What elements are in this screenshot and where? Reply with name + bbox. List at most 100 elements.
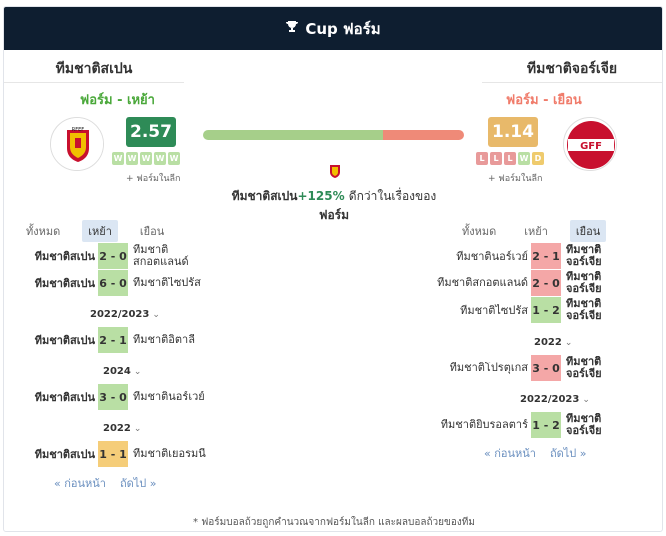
match-away-team: ทีมชาติอิตาลี [133,334,195,346]
cup-form-card: Cup ฟอร์ม ทีมชาติสเปน ฟอร์ม - เหย้า RFEF… [3,6,663,532]
match-score: 2 - 0 [98,243,128,269]
match-away-team: ทีมชาติจอร์เจีย [566,271,602,295]
away-form-label: ฟอร์ม - เยือน [506,93,582,108]
home-pager: « ก่อนหน้า ถัดไป » [54,474,171,492]
away-pager: « ก่อนหน้า ถัดไป » [484,444,601,462]
card-header: Cup ฟอร์ม [4,7,662,50]
match-row[interactable]: ทีมชาติสเปน 6 - 0 ทีมชาติไซปรัส [4,270,208,296]
prev-page-link[interactable]: « ก่อนหน้า [54,477,106,490]
match-home-team: ทีมชาติสเปน [34,334,95,347]
match-score: 2 - 0 [531,270,561,296]
trophy-icon [285,20,299,38]
georgia-crest-icon: GFF [563,117,617,171]
home-league-form-link[interactable]: + ฟอร์มในลีก [126,174,181,184]
chevron-down-icon: ⌄ [582,395,590,405]
home-bar-segment [203,130,384,140]
form-pill: L [476,152,488,165]
chevron-down-icon: ⌄ [152,310,160,320]
match-row[interactable]: ทีมชาติสเปน 3 - 0 ทีมชาตินอร์เวย์ [4,384,208,410]
next-page-link[interactable]: ถัดไป » [119,477,157,490]
home-filter-tabs: ทั้งหมด เหย้า เยือน [20,220,186,242]
match-home-team: ทีมชาติสเปน [34,250,95,263]
match-home-team: ทีมชาติโปรตุเกส [449,362,528,374]
spain-mini-crest-icon [327,163,343,179]
chevron-down-icon: ⌄ [133,424,142,434]
home-form-label: ฟอร์ม - เหย้า [80,93,155,108]
match-row[interactable]: ทีมชาตินอร์เวย์ 2 - 1 ทีมชาติจอร์เจีย [437,243,613,269]
next-page-link[interactable]: ถัดไป » [549,447,587,460]
home-team-name: ทีมชาติสเปน [4,57,184,83]
match-score: 3 - 0 [531,355,561,381]
form-pill: W [126,152,138,165]
match-row[interactable]: ทีมชาติสเปน 1 - 1 ทีมชาติเยอรมนี [4,441,208,467]
away-league-form-link[interactable]: + ฟอร์มในลีก [488,174,543,184]
match-score: 1 - 2 [531,412,561,438]
match-away-team: ทีมชาติจอร์เจีย [566,244,602,268]
svg-text:GFF: GFF [580,141,602,152]
match-home-team: ทีมชาตินอร์เวย์ [456,250,528,263]
home-form-pills: W W W W W [112,152,180,165]
tab-away[interactable]: เยือน [569,220,607,242]
match-score: 6 - 0 [98,270,128,296]
match-away-team: ทีมชาตินอร์เวย์ [133,391,205,403]
match-away-team: ทีมชาติสกอตแลนด์ [133,244,189,268]
tab-home[interactable]: เหย้า [524,225,548,238]
card-title: Cup ฟอร์ม [305,19,381,38]
season-header[interactable]: 2022/2023 ⌄ [90,309,160,320]
tab-away[interactable]: เยือน [139,225,165,238]
match-away-team: ทีมชาติไซปรัส [133,277,201,289]
away-team-name: ทีมชาติจอร์เจีย [482,57,662,83]
home-form-score: 2.57 [126,117,176,147]
match-home-team: ทีมชาติไซปรัส [460,304,528,317]
season-header[interactable]: 2022 ⌄ [103,423,141,434]
match-score: 2 - 1 [98,327,128,353]
match-row[interactable]: ทีมชาติสกอตแลนด์ 2 - 0 ทีมชาติจอร์เจีย [437,270,613,296]
match-row[interactable]: ทีมชาติยิบรอลตาร์ 1 - 2 ทีมชาติจอร์เจีย [437,412,613,438]
away-form-pills: L L L W D [476,152,544,165]
match-score: 3 - 0 [98,384,128,410]
season-header[interactable]: 2022/2023 ⌄ [520,394,590,405]
season-header[interactable]: 2024 ⌄ [103,366,141,377]
match-away-team: ทีมชาติจอร์เจีย [566,413,602,437]
tab-all[interactable]: ทั้งหมด [462,225,497,238]
away-bar-segment [383,130,464,140]
season-label: 2022 [103,423,131,434]
form-pill: L [504,152,516,165]
match-row[interactable]: ทีมชาติสเปน 2 - 0 ทีมชาติสกอตแลนด์ [4,243,208,269]
match-away-team: ทีมชาติจอร์เจีย [566,356,602,380]
tab-home[interactable]: เหย้า [82,220,118,242]
svg-text:RFEF: RFEF [72,127,85,133]
match-row[interactable]: ทีมชาติสเปน 2 - 1 ทีมชาติอิตาลี [4,327,208,353]
chevron-down-icon: ⌄ [564,338,573,348]
comparison-suffix: ฟอร์ม [318,208,350,222]
match-home-team: ทีมชาติสเปน [34,391,95,404]
match-home-team: ทีมชาติยิบรอลตาร์ [440,419,528,431]
season-header[interactable]: 2022 ⌄ [534,337,572,348]
match-score: 1 - 1 [98,441,128,467]
away-filter-tabs: ทั้งหมด เหย้า เยือน [456,220,622,242]
season-label: 2022/2023 [520,394,580,405]
match-row[interactable]: ทีมชาติไซปรัส 1 - 2 ทีมชาติจอร์เจีย [437,297,613,323]
season-label: 2024 [103,366,131,377]
form-pill: W [168,152,180,165]
form-pill: W [112,152,124,165]
comparison-team: ทีมชาติสเปน [231,189,298,203]
tab-all[interactable]: ทั้งหมด [26,225,61,238]
footnote: * ฟอร์มบอลถ้วยถูกคำนวณจากฟอร์มในลีก และผ… [193,517,475,528]
form-comparison-bar [203,130,464,140]
comparison-text: ทีมชาติสเปน+125% ดีกว่าในเรื่องของ ฟอร์ม [204,187,464,225]
prev-page-link[interactable]: « ก่อนหน้า [484,447,536,460]
match-home-team: ทีมชาติสเปน [34,277,95,290]
chevron-down-icon: ⌄ [133,367,142,377]
match-row[interactable]: ทีมชาติโปรตุเกส 3 - 0 ทีมชาติจอร์เจีย [437,355,613,381]
season-label: 2022 [534,337,562,348]
match-home-team: ทีมชาติสเปน [34,448,95,461]
comparison-percent: +125% [297,189,345,203]
match-away-team: ทีมชาติเยอรมนี [133,448,206,460]
form-pill: W [518,152,530,165]
form-pill: W [140,152,152,165]
match-away-team: ทีมชาติจอร์เจีย [566,298,602,322]
form-pill: D [532,152,544,165]
match-score: 2 - 1 [531,243,561,269]
form-pill: L [490,152,502,165]
